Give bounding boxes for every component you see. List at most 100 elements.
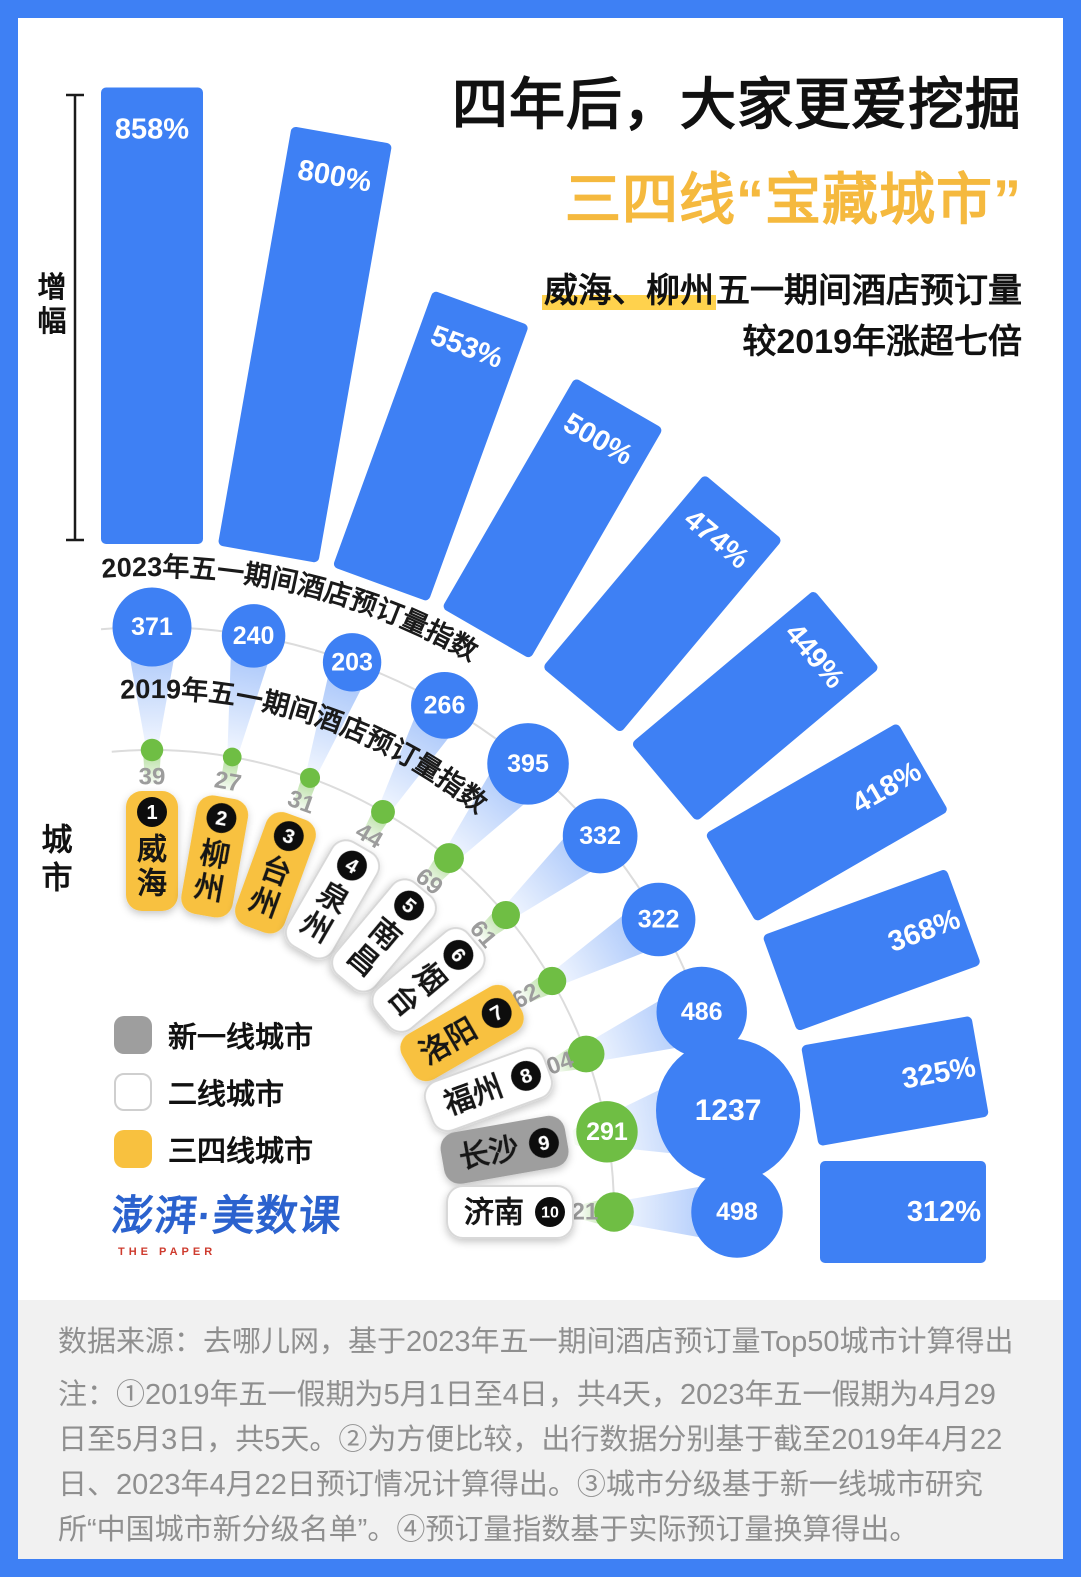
rank-badge: [206, 803, 237, 834]
city-pill-5: 5南昌: [331, 878, 437, 993]
city-pill-1: 1 威海: [126, 791, 178, 911]
index-2023-value: 371: [131, 613, 173, 641]
logo-subtext: THE PAPER: [118, 1246, 217, 1258]
index-2023-circle: [487, 723, 569, 805]
index-2023-value: 266: [424, 691, 466, 719]
index-2019-dot: [537, 966, 567, 996]
city-name-char: 州: [191, 870, 226, 908]
subtitle: 威海、柳州五一期间酒店预订量 较2019年涨超七倍: [452, 266, 1022, 368]
index-2023-value: 203: [331, 648, 373, 676]
index-2023-value: 332: [579, 822, 621, 850]
footer-note: 注：①2019年五一假期为5月1日至4日，共4天，2023年五一假期为4月29日…: [58, 1379, 1003, 1546]
subtitle-line-2: 较2019年涨超七倍: [742, 323, 1022, 361]
index-2019-dot: [371, 799, 395, 824]
publisher-logo: 澎湃·美数课 THE PAPER: [109, 1182, 344, 1258]
index-2023-circle: [562, 798, 638, 874]
growth-bar-rect: [801, 1016, 989, 1146]
index-2019-dot: [222, 747, 242, 767]
subtitle-highlight: 威海、柳州: [542, 272, 716, 310]
logo-text: 澎湃·美数课: [109, 1192, 344, 1239]
city-name: 济南: [464, 1196, 524, 1230]
growth-bar: 474%: [544, 476, 781, 732]
index-2019-value: 291: [586, 1118, 628, 1146]
title-line-1: 四年后，大家更爱挖掘: [452, 73, 1022, 136]
index-2019-dot: [576, 1101, 638, 1163]
city-pill-9: 长沙 9: [440, 1115, 569, 1184]
city-pill-7: 洛阳 7: [400, 984, 524, 1082]
index-2023-value: 1237: [695, 1094, 762, 1127]
index-2023-circle: [221, 604, 286, 668]
index-2019-dot: [299, 767, 321, 788]
index-2019-dot: [434, 843, 464, 874]
legend-swatch-new-first-tier: [114, 1016, 152, 1054]
legend: 新一线城市 二线城市 三四线城市: [114, 1014, 313, 1185]
city-pill-2: 2 柳州: [181, 795, 249, 918]
growth-percent-label: 312%: [907, 1196, 981, 1228]
growth-bar: 800%: [218, 126, 392, 563]
index-2023-circle: [656, 966, 747, 1058]
index-2019-dot: [491, 900, 520, 930]
rank-number: 1: [146, 802, 157, 824]
growth-percent-label: 858%: [115, 114, 189, 146]
title-line-2: 三四线“宝藏城市”: [565, 168, 1022, 231]
rank-badge: [528, 1127, 559, 1158]
growth-bar-rect: [544, 476, 781, 732]
city-pill-6: 6烟台: [371, 927, 486, 1033]
index-2023-circle: [656, 1038, 801, 1183]
title-block: 四年后，大家更爱挖掘 三四线“宝藏城市” 威海、柳州五一期间酒店预订量 较201…: [452, 60, 1022, 368]
index-2023-circle: [112, 587, 192, 667]
legend-item-second-tier: 二线城市: [114, 1071, 313, 1113]
city-name-char: 柳: [197, 837, 232, 875]
index-2023-value: 486: [681, 998, 723, 1026]
growth-bar-rect: [101, 87, 203, 544]
index-2023-value: 395: [507, 750, 549, 778]
city-pill-bg: [446, 1185, 574, 1239]
index-2023-circle: [691, 1166, 783, 1258]
growth-bar-rect: [333, 291, 528, 601]
footer-data-source: 数据来源：去哪儿网，基于2023年五一期间酒店预订量Top50城市计算得出: [58, 1326, 1014, 1358]
index-2019-dot: [140, 738, 164, 762]
index-2023-value: 322: [638, 906, 680, 934]
legend-item-third-fourth-tier: 三四线城市: [114, 1128, 313, 1170]
city-pill-10: 济南 10: [446, 1185, 574, 1239]
growth-bar: 312%: [820, 1161, 986, 1263]
growth-bar: 858%: [101, 87, 203, 544]
legend-item-new-first-tier: 新一线城市: [114, 1014, 313, 1056]
index-2023-value: 498: [716, 1198, 758, 1226]
rank-badge: [481, 998, 512, 1028]
rank-number: 2: [214, 807, 229, 831]
growth-bar-rect: [820, 1161, 986, 1263]
city-axis-label: 市: [42, 861, 73, 896]
city-pill-3: 3台州: [235, 812, 316, 934]
index-2019-dot: [594, 1192, 634, 1232]
index-2023-circle: [621, 882, 696, 957]
legend-label: 新一线城市: [168, 1022, 314, 1054]
growth-axis-label: 增: [37, 271, 66, 304]
rank-badge: [273, 821, 304, 852]
growth-bar-rect: [763, 870, 980, 1031]
growth-bar: 368%: [763, 870, 980, 1031]
legend-label: 三四线城市: [168, 1136, 314, 1168]
growth-bar: 418%: [706, 724, 947, 921]
legend-swatch-third-fourth-tier: [114, 1130, 152, 1168]
growth-bar-rect: [218, 126, 392, 563]
index-2019-dot: [567, 1035, 605, 1073]
city-axis-label: 城: [42, 823, 73, 858]
index-2019-value: 39: [139, 764, 166, 791]
index-2023-circle: [411, 671, 478, 739]
growth-bar: 553%: [333, 291, 528, 601]
growth-bar: 325%: [801, 1016, 989, 1146]
city-pill-8: 福州 8: [423, 1047, 553, 1133]
city-pill-bg: [126, 791, 178, 911]
growth-bar-rect: [443, 379, 662, 658]
rank-number: 9: [537, 1132, 552, 1156]
subtitle-rest: 五一期间酒店预订量: [716, 272, 1022, 310]
growth-bar: 449%: [632, 592, 878, 820]
city-name-char: 威: [137, 834, 167, 867]
legend-label: 二线城市: [168, 1079, 285, 1111]
growth-bar-rect: [632, 592, 878, 820]
city-name-char: 海: [137, 868, 167, 901]
rank-badge: [394, 890, 425, 921]
